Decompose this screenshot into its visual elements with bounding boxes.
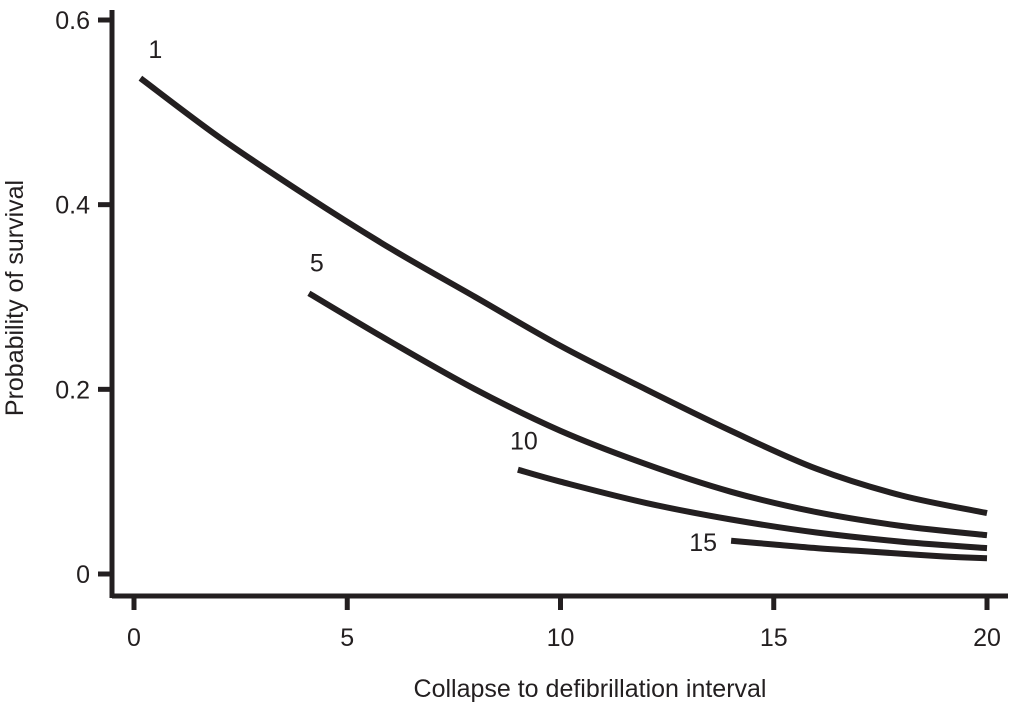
y-tick-label: 0.6	[55, 7, 90, 35]
x-tick-label: 5	[340, 624, 354, 652]
series-label-1: 1	[148, 36, 162, 64]
y-axis-title: Probability of survival	[1, 180, 29, 416]
series-label-15: 15	[689, 529, 717, 557]
series-label-5: 5	[310, 249, 324, 277]
y-tick-label: 0.4	[55, 192, 90, 220]
y-tick-label: 0.2	[55, 376, 90, 404]
series-line-5	[307, 290, 988, 539]
x-tick-label: 20	[973, 624, 1001, 652]
series-line-15	[730, 537, 988, 562]
x-tick-label: 15	[760, 624, 788, 652]
x-tick-label: 10	[547, 624, 575, 652]
x-axis-title: Collapse to defibrillation interval	[414, 675, 767, 703]
y-tick-label: 0	[76, 561, 90, 589]
series-line-10	[517, 466, 988, 552]
x-tick-label: 0	[127, 624, 141, 652]
series-label-10: 10	[510, 428, 538, 456]
series-line-1	[138, 75, 988, 517]
